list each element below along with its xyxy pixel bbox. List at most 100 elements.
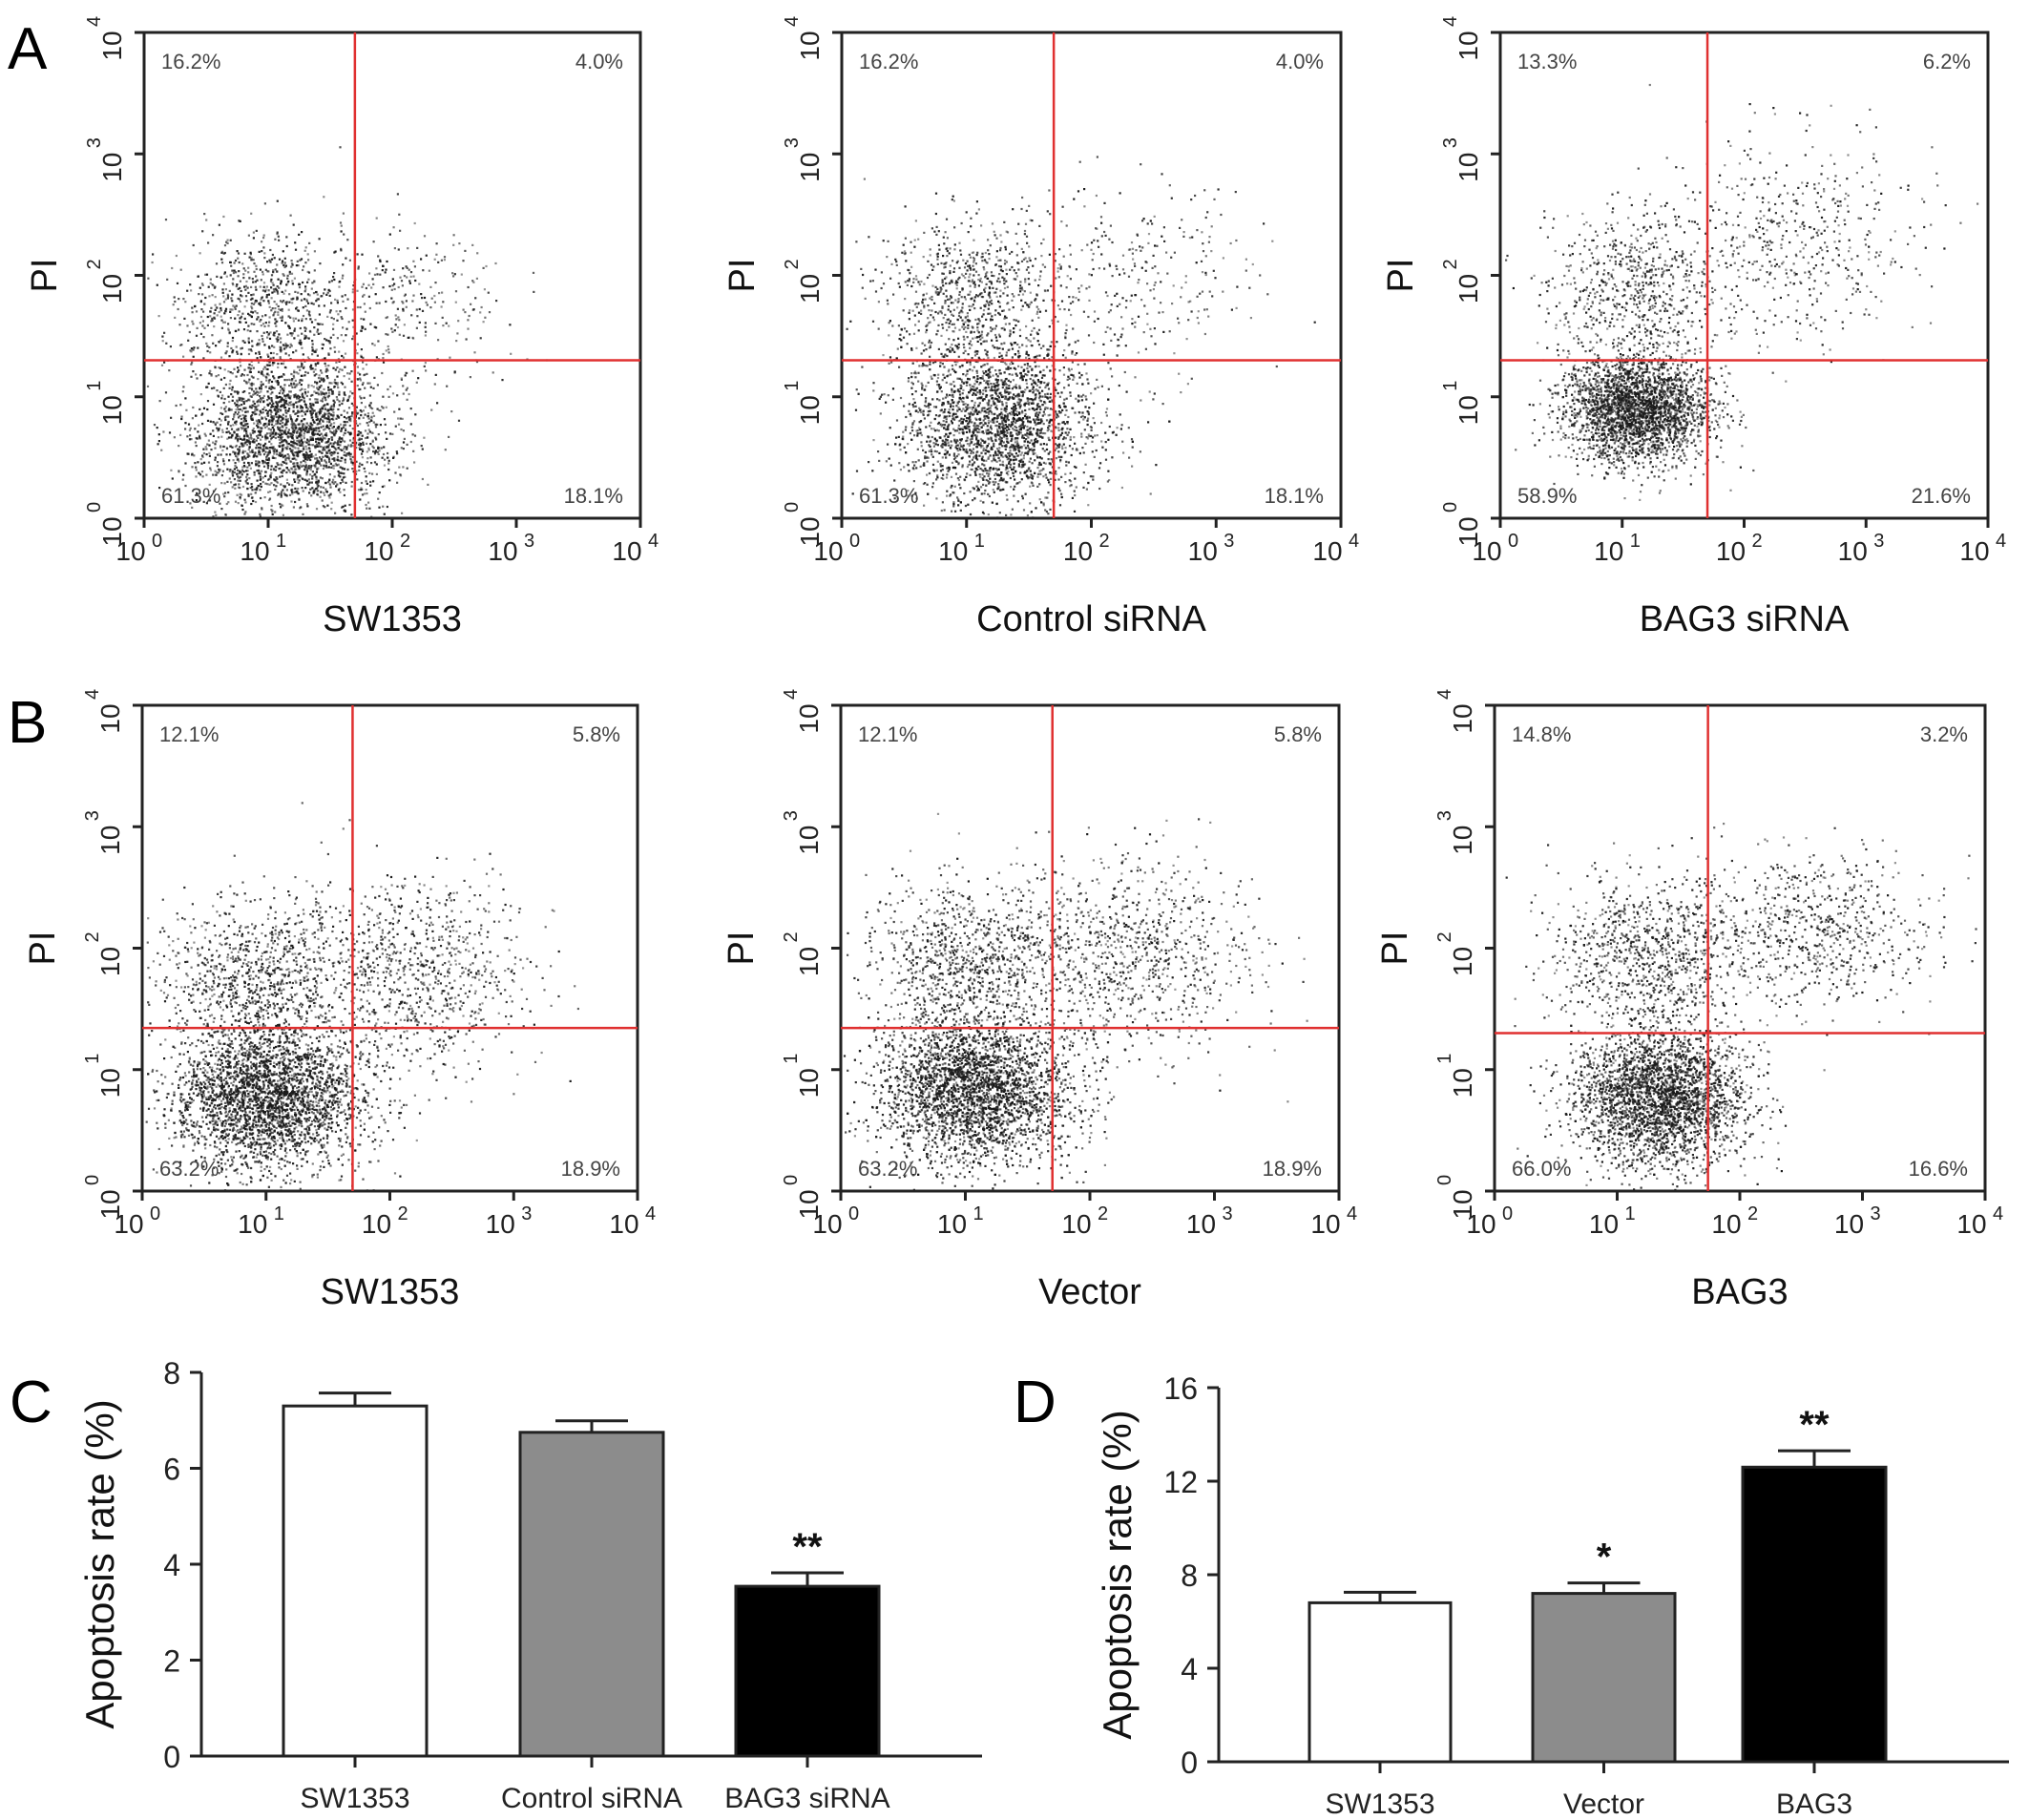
scatter-point (263, 416, 266, 419)
scatter-point (268, 498, 271, 501)
scatter-point (974, 410, 977, 413)
scatter-point (327, 391, 330, 394)
scatter-point (1109, 367, 1112, 370)
scatter-point (940, 390, 943, 393)
scatter-point (946, 439, 949, 442)
scatter-point (957, 427, 960, 429)
scatter-point (1000, 354, 1003, 357)
scatter-point (305, 422, 308, 425)
scatter-point (275, 485, 278, 488)
scatter-point (339, 466, 342, 469)
scatter-point (898, 366, 901, 368)
scatter-point (327, 447, 330, 450)
scatter-point (289, 414, 292, 417)
scatter-point (350, 461, 353, 464)
scatter-point (306, 281, 309, 283)
scatter-point (298, 282, 301, 285)
scatter-point (406, 387, 408, 389)
scatter-point (244, 450, 247, 453)
scatter-point (243, 455, 246, 458)
scatter-point (278, 333, 281, 336)
scatter-point (213, 317, 217, 320)
scatter-point (1055, 416, 1058, 419)
scatter-point (393, 287, 396, 291)
scatter-point (942, 402, 945, 405)
scatter-point (423, 235, 427, 238)
scatter-point (385, 268, 387, 271)
scatter-point (231, 471, 234, 473)
scatter-point (362, 367, 365, 370)
scatter-point (1048, 481, 1051, 484)
scatter-point (332, 415, 335, 418)
scatter-point (191, 506, 194, 509)
scatter-point (986, 432, 989, 435)
scatter-point (1044, 393, 1047, 396)
scatter-point (293, 457, 296, 460)
scatter-point (162, 430, 165, 433)
scatter-point (1013, 413, 1015, 417)
scatter-point (241, 413, 244, 417)
scatter-point (1072, 374, 1075, 377)
scatter-point (257, 423, 260, 426)
scatter-point (186, 289, 189, 292)
scatter-point (954, 510, 957, 513)
scatter-point (351, 412, 354, 415)
scatter-point (1120, 486, 1123, 490)
scatter-point (297, 366, 300, 368)
scatter-point (382, 352, 385, 356)
scatter-point (248, 369, 251, 372)
scatter-point (238, 435, 241, 438)
scatter-point (1010, 439, 1013, 443)
scatter-point (968, 444, 971, 448)
scatter-point (435, 242, 438, 245)
scatter-point (263, 252, 266, 255)
scatter-point (175, 404, 178, 408)
scatter-point (349, 458, 352, 461)
scatter-point (156, 283, 158, 286)
scatter-point (260, 397, 262, 400)
scatter-point (230, 393, 233, 396)
scatter-point (377, 497, 380, 500)
scatter-point (266, 410, 270, 413)
scatter-point (1035, 384, 1038, 387)
scatter-point (282, 448, 284, 450)
scatter-point (237, 416, 241, 419)
scatter-point (211, 334, 214, 337)
scatter-point (234, 421, 237, 424)
scatter-point (271, 345, 274, 347)
scatter-point (194, 462, 197, 465)
scatter-point (332, 467, 335, 470)
scatter-point (241, 427, 244, 429)
scatter-point (294, 248, 298, 251)
scatter-point (533, 290, 535, 293)
scatter-point (375, 217, 378, 220)
scatter-point (271, 456, 274, 459)
scatter-point (1058, 504, 1062, 507)
scatter-point (231, 308, 234, 311)
scatter-point (1029, 427, 1032, 429)
scatter-point (307, 443, 310, 446)
scatter-point (311, 340, 314, 343)
scatter-point (237, 297, 240, 300)
scatter-point (393, 329, 396, 332)
scatter-point (250, 382, 254, 385)
scatter-point (262, 446, 265, 449)
scatter-point (300, 406, 303, 408)
scatter-point (279, 348, 282, 351)
scatter-point (289, 401, 293, 404)
scatter-point (255, 419, 258, 422)
scatter-point (279, 396, 282, 399)
scatter-point (324, 428, 327, 430)
scatter-point (272, 402, 275, 405)
scatter-point (277, 278, 280, 281)
scatter-point (421, 297, 424, 300)
scatter-point (335, 449, 338, 451)
scatter-point (258, 472, 261, 475)
scatter-point (244, 423, 247, 426)
scatter-point (312, 303, 315, 305)
scatter-point (1026, 400, 1029, 403)
scatter-point (387, 333, 389, 336)
scatter-point (361, 285, 364, 288)
scatter-point (242, 402, 245, 405)
scatter-point (348, 503, 351, 507)
